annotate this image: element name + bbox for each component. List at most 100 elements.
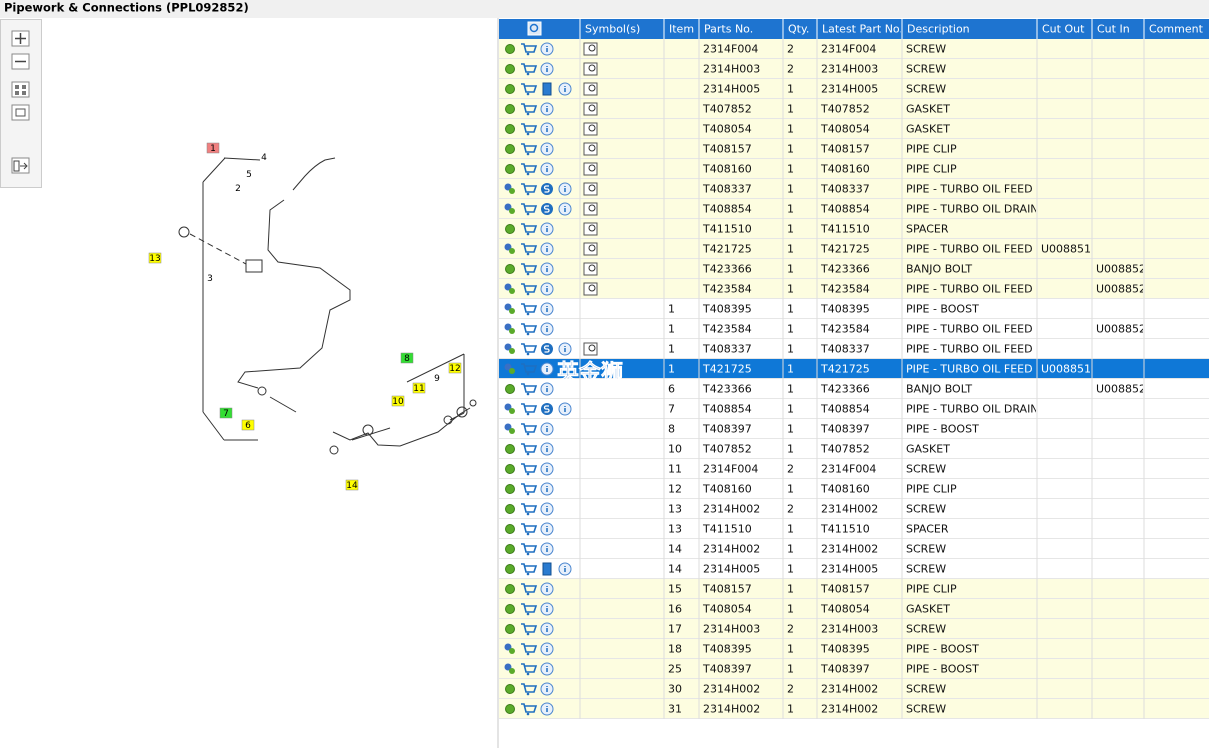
- table-row[interactable]: 16 T408054 1 T408054 GASKET: [499, 599, 1209, 619]
- config-icon[interactable]: [505, 264, 515, 274]
- table-row[interactable]: 13 2314H002 2 2314H002 SCREW: [499, 499, 1209, 519]
- config-icon[interactable]: [504, 643, 512, 651]
- cart-icon[interactable]: [521, 423, 538, 433]
- cart-icon[interactable]: [521, 523, 538, 533]
- cart-icon[interactable]: [521, 163, 538, 173]
- cart-icon[interactable]: [521, 363, 538, 373]
- config-icon[interactable]: [504, 363, 512, 371]
- table-row[interactable]: 1 T408337 1 T408337 PIPE - TURBO OIL FEED: [499, 339, 1209, 359]
- cart-icon[interactable]: [521, 203, 538, 213]
- cart-icon[interactable]: [521, 703, 538, 713]
- cart-icon[interactable]: [521, 343, 538, 353]
- config-icon[interactable]: [505, 44, 515, 54]
- config-icon[interactable]: [504, 343, 512, 351]
- cart-icon[interactable]: [521, 643, 538, 653]
- cart-icon[interactable]: [521, 443, 538, 453]
- config-icon[interactable]: [505, 704, 515, 714]
- callout-label[interactable]: 6: [245, 421, 251, 431]
- column-header[interactable]: Latest Part No.: [822, 23, 903, 36]
- config-icon[interactable]: [505, 624, 515, 634]
- table-row[interactable]: T423584 1 T423584 PIPE - TURBO OIL FEED U008…: [499, 279, 1209, 299]
- config-icon[interactable]: [504, 183, 512, 191]
- column-header[interactable]: Symbol(s): [585, 23, 640, 36]
- config-icon[interactable]: [505, 464, 515, 474]
- config-icon[interactable]: [505, 144, 515, 154]
- table-row[interactable]: 1 T423584 1 T423584 PIPE - TURBO OIL FEED U00…: [499, 319, 1209, 339]
- column-header[interactable]: Comment: [1149, 23, 1204, 36]
- table-row[interactable]: T407852 1 T407852 GASKET: [499, 99, 1209, 119]
- config-icon[interactable]: [505, 384, 515, 394]
- cart-icon[interactable]: [521, 283, 538, 293]
- table-row[interactable]: 2314H005 1 2314H005 SCREW: [499, 79, 1209, 99]
- config-icon[interactable]: [505, 444, 515, 454]
- cart-icon[interactable]: [521, 183, 538, 193]
- table-row[interactable]: T408337 1 T408337 PIPE - TURBO OIL FEED: [499, 179, 1209, 199]
- table-row[interactable]: T423366 1 T423366 BANJO BOLT U008852E: [499, 259, 1209, 279]
- cart-icon[interactable]: [521, 243, 538, 253]
- cart-icon[interactable]: [521, 303, 538, 313]
- table-row[interactable]: 8 T408397 1 T408397 PIPE - BOOST: [499, 419, 1209, 439]
- callout-label[interactable]: 2: [235, 184, 241, 194]
- config-icon[interactable]: [505, 84, 515, 94]
- callout-label[interactable]: 5: [246, 170, 252, 180]
- column-header[interactable]: Description: [907, 23, 970, 36]
- config-icon[interactable]: [504, 243, 512, 251]
- splitter[interactable]: [497, 18, 499, 748]
- table-row[interactable]: 14 2314H005 1 2314H005 SCREW: [499, 559, 1209, 579]
- callout-label[interactable]: 13: [149, 254, 160, 264]
- column-header[interactable]: Item: [669, 23, 694, 36]
- table-row[interactable]: T421725 1 T421725 PIPE - TURBO OIL FEED U008…: [499, 239, 1209, 259]
- table-row[interactable]: T411510 1 T411510 SPACER: [499, 219, 1209, 239]
- table-row[interactable]: 17 2314H003 2 2314H003 SCREW: [499, 619, 1209, 639]
- table-row[interactable]: T408160 1 T408160 PIPE CLIP: [499, 159, 1209, 179]
- cart-icon[interactable]: [521, 63, 538, 73]
- config-icon[interactable]: [505, 504, 515, 514]
- config-icon[interactable]: [504, 203, 512, 211]
- callout-label[interactable]: 11: [413, 384, 424, 394]
- table-row[interactable]: 1 T421725 1 T421725 PIPE - TURBO OIL FEED U00…: [499, 359, 1209, 386]
- config-icon[interactable]: [504, 303, 512, 311]
- cart-icon[interactable]: [521, 43, 538, 53]
- config-icon[interactable]: [505, 684, 515, 694]
- callout-label[interactable]: 4: [261, 153, 267, 163]
- table-row[interactable]: 25 T408397 1 T408397 PIPE - BOOST: [499, 659, 1209, 679]
- config-icon[interactable]: [505, 544, 515, 554]
- table-row[interactable]: 2314H003 2 2314H003 SCREW: [499, 59, 1209, 79]
- table-row[interactable]: 10 T407852 1 T407852 GASKET: [499, 439, 1209, 459]
- cart-icon[interactable]: [521, 483, 538, 493]
- cart-icon[interactable]: [521, 123, 538, 133]
- callout-label[interactable]: 8: [404, 354, 410, 364]
- table-row[interactable]: 12 T408160 1 T408160 PIPE CLIP: [499, 479, 1209, 499]
- callout-label[interactable]: 9: [434, 374, 440, 384]
- config-icon[interactable]: [504, 323, 512, 331]
- actual-size-button[interactable]: [11, 104, 30, 121]
- table-row[interactable]: T408854 1 T408854 PIPE - TURBO OIL DRAIN: [499, 199, 1209, 219]
- cart-icon[interactable]: [521, 323, 538, 333]
- document-icon[interactable]: [542, 562, 552, 576]
- column-header[interactable]: Cut In: [1097, 23, 1130, 36]
- column-header[interactable]: Parts No.: [704, 23, 753, 36]
- fit-button[interactable]: [11, 81, 30, 98]
- table-row[interactable]: 2314F004 2 2314F004 SCREW: [499, 39, 1209, 59]
- config-icon[interactable]: [505, 484, 515, 494]
- column-header[interactable]: Cut Out: [1042, 23, 1085, 36]
- table-row[interactable]: 15 T408157 1 T408157 PIPE CLIP: [499, 579, 1209, 599]
- table-row[interactable]: 11 2314F004 2 2314F004 SCREW: [499, 459, 1209, 479]
- cart-icon[interactable]: [521, 223, 538, 233]
- config-icon[interactable]: [505, 564, 515, 574]
- cart-icon[interactable]: [521, 543, 538, 553]
- config-icon[interactable]: [505, 524, 515, 534]
- config-icon[interactable]: [505, 224, 515, 234]
- config-icon[interactable]: [504, 663, 512, 671]
- callout-label[interactable]: 7: [223, 409, 229, 419]
- cart-icon[interactable]: [521, 583, 538, 593]
- cart-icon[interactable]: [521, 403, 538, 413]
- table-row[interactable]: 7 T408854 1 T408854 PIPE - TURBO OIL DRAIN: [499, 399, 1209, 419]
- table-row[interactable]: 6 T423366 1 T423366 BANJO BOLT U008852E: [499, 379, 1209, 399]
- cart-icon[interactable]: [521, 263, 538, 273]
- cart-icon[interactable]: [521, 623, 538, 633]
- config-icon[interactable]: [505, 104, 515, 114]
- config-icon[interactable]: [504, 423, 512, 431]
- cart-icon[interactable]: [521, 103, 538, 113]
- table-row[interactable]: 1 T408395 1 T408395 PIPE - BOOST: [499, 299, 1209, 319]
